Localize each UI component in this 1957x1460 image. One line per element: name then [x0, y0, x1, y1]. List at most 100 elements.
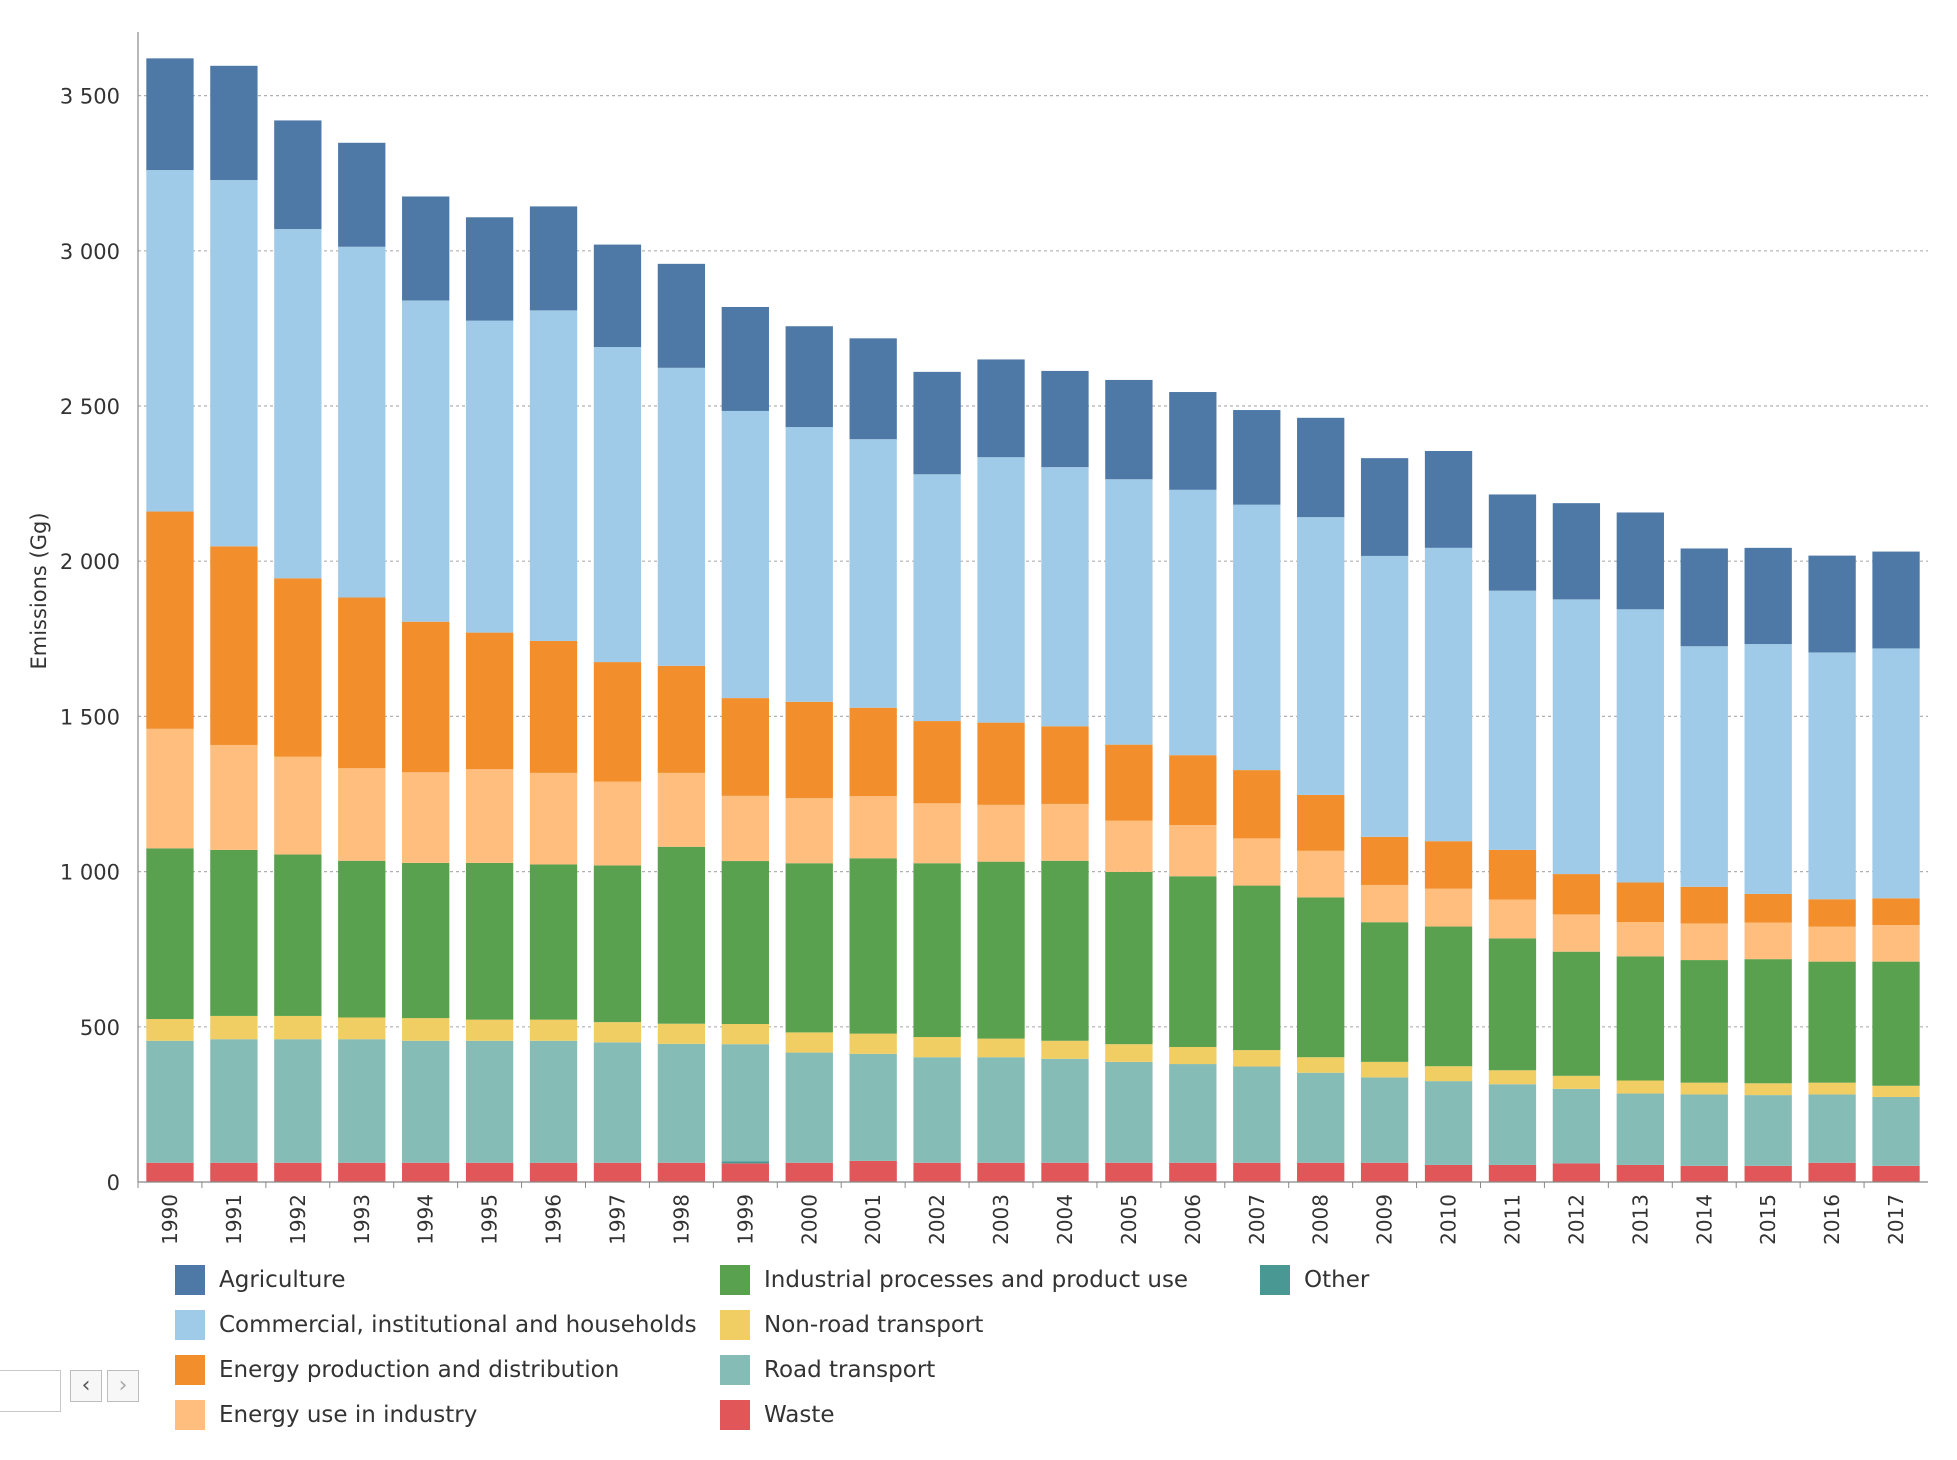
bar-segment — [1233, 1066, 1281, 1163]
legend-item-agriculture[interactable]: Agriculture — [175, 1262, 346, 1298]
legend-swatch — [1260, 1265, 1290, 1295]
legend-item-industrial-processes[interactable]: Industrial processes and product use — [720, 1262, 1188, 1298]
bar-segment — [1680, 548, 1728, 647]
y-tick-label: 500 — [80, 1016, 120, 1040]
bar-segment — [146, 1040, 194, 1163]
bar-segment — [1744, 893, 1792, 923]
bar-segment — [1041, 467, 1089, 727]
bar-segment — [210, 65, 258, 181]
bar-segment — [1872, 648, 1920, 899]
legend-label: Commercial, institutional and households — [219, 1312, 697, 1338]
bar-segment — [1105, 744, 1153, 821]
bar-segment — [338, 1039, 386, 1163]
bar-segment — [849, 1160, 897, 1182]
bar-segment — [1424, 1066, 1473, 1082]
legend-swatch — [720, 1310, 750, 1340]
x-tick-label: 1991 — [222, 1194, 246, 1245]
bar-segment — [465, 632, 514, 770]
bar-segment — [1744, 644, 1792, 894]
bar-segment — [1680, 886, 1728, 924]
bar-segment — [1105, 479, 1153, 745]
bar-segment — [529, 310, 578, 641]
legend-item-waste[interactable]: Waste — [720, 1397, 835, 1433]
bar-segment — [721, 698, 769, 796]
legend-item-other[interactable]: Other — [1260, 1262, 1369, 1298]
bar-segment — [1808, 926, 1856, 962]
x-tick-label: 2000 — [797, 1194, 821, 1245]
bar-segment — [465, 217, 514, 321]
previous-page-button[interactable]: ‹ — [70, 1370, 102, 1402]
bar-segment — [849, 338, 897, 440]
bar-segment — [1488, 1070, 1537, 1085]
legend-swatch — [175, 1400, 205, 1430]
bar-segment — [1297, 897, 1345, 1058]
bar-segment — [1360, 1061, 1409, 1078]
bar-segment — [274, 578, 322, 757]
bar-segment — [849, 796, 897, 859]
bar-segment — [1424, 547, 1473, 842]
bar-segment — [1744, 1165, 1792, 1182]
bar-segment — [1360, 922, 1409, 1062]
bar-segment — [913, 803, 961, 864]
bar-segment — [1488, 590, 1537, 850]
next-page-button[interactable]: › — [107, 1370, 139, 1402]
bar-segment — [1169, 755, 1217, 826]
bar-segment — [1680, 1082, 1728, 1095]
bar-segment — [721, 861, 769, 1025]
bar-segment — [1680, 1094, 1728, 1166]
bar-segment — [402, 300, 450, 622]
legend-swatch — [720, 1400, 750, 1430]
x-tick-label: 2015 — [1756, 1194, 1780, 1245]
bar-segment — [913, 721, 961, 804]
x-tick-label: 2004 — [1053, 1194, 1077, 1245]
legend-item-commercial-institutional-households[interactable]: Commercial, institutional and households — [175, 1307, 697, 1343]
bar-segment — [657, 1162, 706, 1182]
bar-segment — [1041, 1040, 1089, 1059]
legend-label: Energy production and distribution — [219, 1357, 620, 1383]
x-tick-label: 2005 — [1117, 1194, 1141, 1245]
bar-segment — [1360, 1162, 1409, 1182]
bar-segment — [849, 858, 897, 1034]
bar-segment — [146, 848, 194, 1020]
x-tick-label: 2007 — [1245, 1194, 1269, 1245]
bar-segment — [1872, 1165, 1920, 1182]
bar-segment — [274, 1015, 322, 1040]
bar-segment — [146, 511, 194, 729]
legend-item-road-transport[interactable]: Road transport — [720, 1352, 935, 1388]
legend-item-non-road-transport[interactable]: Non-road transport — [720, 1307, 983, 1343]
bar-segment — [1105, 871, 1153, 1045]
legend-item-energy-use-in-industry[interactable]: Energy use in industry — [175, 1397, 477, 1433]
bar-segment — [1169, 489, 1217, 756]
legend-label: Waste — [764, 1402, 835, 1428]
bar-segment — [785, 427, 833, 702]
y-tick-label: 1 500 — [60, 705, 120, 729]
x-tick-label: 2002 — [925, 1194, 949, 1245]
legend-swatch — [175, 1310, 205, 1340]
bar-segment — [657, 263, 706, 368]
bar-segment — [210, 1015, 258, 1040]
bar-segment — [593, 1042, 642, 1163]
x-tick-label: 1998 — [669, 1194, 693, 1245]
pager-input-box[interactable] — [0, 1370, 61, 1412]
bar-segment — [338, 142, 386, 247]
bar-segment — [1552, 951, 1601, 1076]
bar-segment — [338, 1017, 386, 1040]
bar-segment — [1808, 1162, 1856, 1182]
legend-item-energy-production-distribution[interactable]: Energy production and distribution — [175, 1352, 619, 1388]
bar-segment — [338, 246, 386, 598]
bar-segment — [977, 861, 1025, 1039]
bar-segment — [721, 1044, 769, 1162]
bar-segment — [465, 769, 514, 863]
bar-segment — [1169, 825, 1217, 877]
bar-segment — [721, 410, 769, 699]
x-tick-label: 2006 — [1181, 1194, 1205, 1245]
bar-segment — [1105, 820, 1153, 872]
bar-segment — [529, 1019, 578, 1041]
chevron-right-icon: › — [118, 1373, 128, 1398]
bar-segment — [1872, 1096, 1920, 1166]
bar-segment — [1808, 555, 1856, 653]
y-tick-label: 3 000 — [60, 240, 120, 264]
bar-segment — [657, 367, 706, 666]
bar-segment — [1680, 1165, 1728, 1182]
bar-segment — [913, 863, 961, 1038]
